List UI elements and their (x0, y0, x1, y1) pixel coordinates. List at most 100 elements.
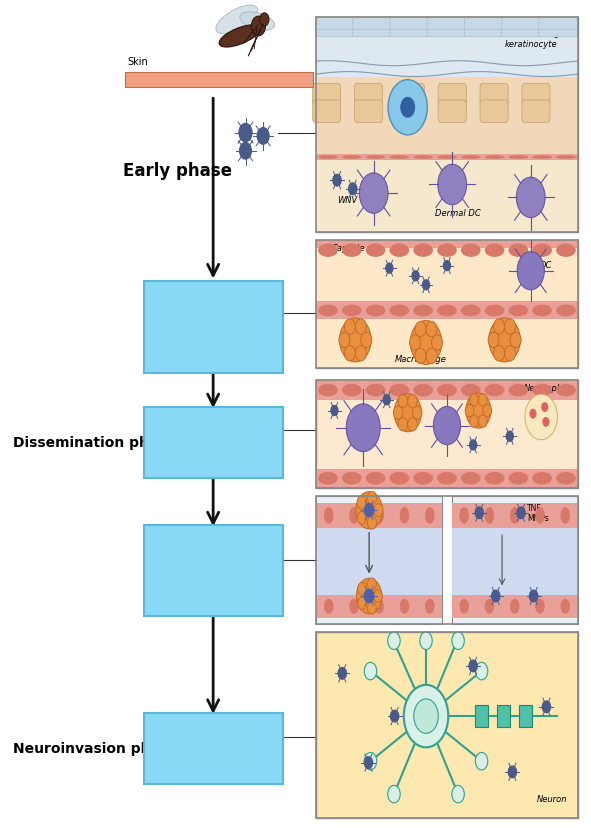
Circle shape (488, 333, 499, 349)
Circle shape (433, 407, 460, 445)
Circle shape (364, 753, 376, 770)
FancyBboxPatch shape (313, 84, 340, 107)
Circle shape (349, 184, 357, 195)
Ellipse shape (375, 599, 384, 614)
Ellipse shape (318, 244, 338, 258)
Bar (316, 78, 578, 157)
Circle shape (338, 667, 346, 679)
Ellipse shape (366, 156, 385, 160)
Circle shape (374, 504, 383, 518)
Text: Dissemination phase: Dissemination phase (13, 436, 176, 450)
Ellipse shape (459, 599, 469, 614)
Ellipse shape (485, 472, 504, 485)
FancyBboxPatch shape (427, 18, 466, 31)
FancyBboxPatch shape (316, 26, 355, 38)
Circle shape (357, 497, 366, 509)
Bar (316, 241, 578, 368)
Ellipse shape (342, 384, 362, 397)
FancyBboxPatch shape (427, 26, 466, 38)
Text: Capsule: Capsule (332, 243, 365, 253)
Ellipse shape (219, 26, 260, 48)
FancyBboxPatch shape (355, 84, 382, 107)
Ellipse shape (508, 384, 528, 397)
Ellipse shape (349, 599, 359, 614)
FancyBboxPatch shape (480, 84, 508, 107)
Ellipse shape (389, 306, 409, 317)
Ellipse shape (389, 472, 409, 485)
Ellipse shape (461, 472, 480, 485)
Ellipse shape (508, 472, 528, 485)
FancyBboxPatch shape (438, 84, 466, 107)
Circle shape (259, 14, 269, 27)
Circle shape (359, 174, 388, 214)
Ellipse shape (437, 472, 457, 485)
Ellipse shape (240, 12, 275, 31)
Ellipse shape (400, 508, 409, 524)
Ellipse shape (532, 306, 552, 317)
FancyBboxPatch shape (353, 26, 392, 38)
Bar (316, 18, 578, 78)
Circle shape (541, 402, 548, 412)
Ellipse shape (461, 384, 480, 397)
Circle shape (356, 579, 382, 614)
Circle shape (423, 281, 430, 291)
Circle shape (364, 757, 372, 768)
Circle shape (475, 662, 488, 680)
Bar (316, 633, 578, 818)
Circle shape (410, 335, 421, 351)
Ellipse shape (556, 244, 576, 258)
Ellipse shape (508, 244, 528, 258)
Circle shape (414, 699, 439, 734)
Ellipse shape (485, 306, 504, 317)
Circle shape (525, 395, 557, 440)
Ellipse shape (532, 472, 552, 485)
Bar (316, 155, 578, 161)
Circle shape (415, 322, 426, 337)
Ellipse shape (366, 244, 385, 258)
Text: Early phase: Early phase (124, 161, 232, 180)
Ellipse shape (342, 244, 362, 258)
Ellipse shape (510, 508, 519, 524)
Circle shape (543, 701, 551, 713)
Circle shape (365, 590, 374, 603)
Circle shape (388, 786, 400, 803)
Circle shape (383, 395, 390, 405)
Circle shape (251, 17, 265, 37)
Circle shape (489, 319, 520, 363)
Circle shape (355, 320, 366, 335)
Circle shape (426, 322, 437, 337)
Circle shape (400, 98, 415, 118)
Bar (316, 157, 578, 233)
Ellipse shape (318, 384, 338, 397)
Ellipse shape (318, 306, 338, 317)
Ellipse shape (459, 508, 469, 524)
Ellipse shape (413, 384, 433, 397)
Ellipse shape (349, 508, 359, 524)
Circle shape (466, 393, 491, 429)
Ellipse shape (461, 244, 480, 258)
FancyBboxPatch shape (465, 18, 503, 31)
FancyBboxPatch shape (316, 18, 355, 31)
Circle shape (408, 418, 417, 431)
FancyBboxPatch shape (390, 26, 429, 38)
FancyBboxPatch shape (522, 84, 550, 107)
Text: Neuron: Neuron (537, 795, 567, 803)
Ellipse shape (556, 472, 576, 485)
FancyBboxPatch shape (475, 705, 489, 727)
Ellipse shape (389, 244, 409, 258)
Ellipse shape (389, 156, 409, 160)
Ellipse shape (461, 306, 480, 317)
Ellipse shape (556, 306, 576, 317)
Text: Neuroinvasion phase: Neuroinvasion phase (13, 741, 178, 755)
Bar (316, 528, 443, 595)
Ellipse shape (532, 384, 552, 397)
Ellipse shape (413, 306, 433, 317)
Bar (316, 381, 578, 489)
FancyBboxPatch shape (497, 705, 510, 727)
Circle shape (475, 753, 488, 770)
Circle shape (355, 346, 366, 362)
Text: TNF
MMPs: TNF MMPs (527, 503, 549, 522)
Circle shape (505, 346, 515, 362)
Ellipse shape (366, 472, 385, 485)
Circle shape (374, 590, 382, 603)
